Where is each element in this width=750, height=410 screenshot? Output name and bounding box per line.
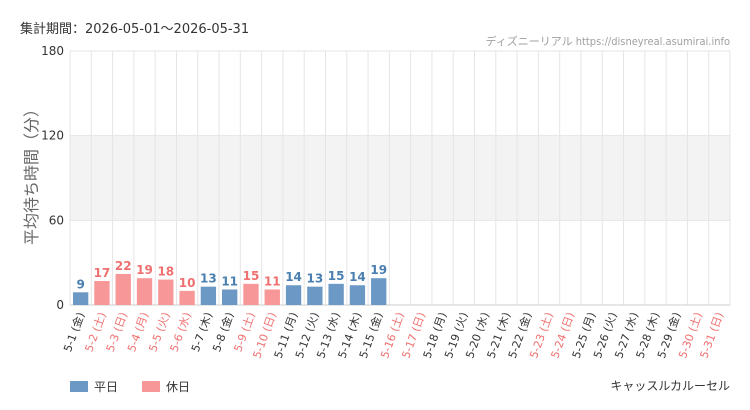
period-label: 集計期間：2026-05-01〜2026-05-31	[20, 22, 250, 37]
bar-value-label: 17	[94, 266, 111, 280]
bar	[72, 292, 89, 305]
y-tick-label: 60	[49, 213, 64, 227]
bar	[328, 283, 344, 305]
bar-value-label: 18	[157, 265, 174, 279]
bar	[200, 286, 217, 305]
y-tick-label: 180	[41, 44, 64, 58]
legend-holiday-swatch	[142, 381, 160, 392]
legend-holiday-label: 休日	[166, 380, 191, 394]
bar-value-label: 14	[349, 270, 366, 284]
bar	[285, 285, 302, 305]
bar-value-label: 9	[76, 277, 84, 291]
bar	[371, 278, 387, 305]
bar	[264, 289, 280, 305]
bar	[222, 289, 238, 305]
bar-value-label: 11	[264, 274, 281, 288]
y-axis-label: 平均待ち時間（分）	[22, 101, 41, 245]
legend-weekday: 平日	[70, 378, 118, 395]
bar-value-label: 15	[328, 269, 345, 283]
band-60-120	[70, 135, 730, 221]
bar-value-label: 22	[115, 259, 132, 273]
bar-value-label: 10	[179, 276, 196, 290]
y-tick-label: 120	[41, 129, 64, 143]
bar	[243, 283, 259, 305]
bar-value-label: 19	[136, 263, 153, 277]
legend-weekday-swatch	[70, 381, 88, 392]
bar	[307, 286, 323, 305]
legend-weekday-label: 平日	[94, 380, 119, 394]
bar	[94, 281, 110, 305]
bar-value-label: 14	[285, 270, 302, 284]
bar	[115, 273, 131, 305]
attraction-name: キャッスルカルーセル	[610, 379, 730, 393]
y-tick-label: 0	[56, 298, 64, 312]
bar-value-label: 19	[370, 263, 387, 277]
legend-holiday: 休日	[142, 378, 190, 395]
watermark: ディズニーリアル https://disneyreal.asumirai.inf…	[485, 35, 730, 48]
bar-value-label: 13	[306, 272, 323, 286]
bar-value-label: 11	[221, 274, 238, 288]
bar-value-label: 13	[200, 272, 217, 286]
bar	[349, 285, 366, 305]
bar	[179, 290, 195, 305]
bar-value-label: 15	[243, 269, 260, 283]
bar	[158, 279, 174, 305]
bar	[136, 278, 153, 305]
